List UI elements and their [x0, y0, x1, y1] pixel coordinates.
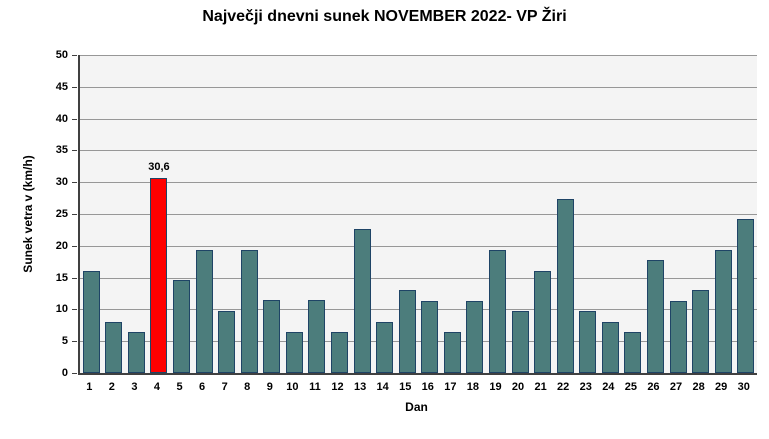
bar-day-30	[737, 219, 755, 373]
y-tick-mark-30	[72, 182, 77, 184]
x-tick-label-21: 21	[534, 381, 547, 393]
y-tick-label-5: 5	[61, 335, 68, 348]
bar-day-10	[285, 332, 303, 373]
x-tick-label-30: 30	[737, 381, 750, 393]
x-tick-label-14: 14	[376, 381, 389, 393]
gridline-y-25	[80, 214, 757, 215]
x-tick-label-18: 18	[466, 381, 480, 393]
bar-day-6	[195, 250, 213, 373]
bar-day-4	[150, 178, 168, 373]
bar-day-20	[511, 311, 529, 373]
bar-day-12	[331, 332, 349, 373]
x-tick-label-10: 10	[286, 381, 299, 393]
bar-day-9	[263, 299, 281, 373]
y-tick-label-0: 0	[61, 367, 68, 379]
bar-day-27	[669, 300, 687, 373]
x-tick-label-26: 26	[647, 381, 660, 393]
y-tick-label-50: 50	[55, 49, 68, 61]
data-label-day-4: 30,6	[148, 161, 170, 174]
y-tick-label-30: 30	[55, 176, 68, 189]
gridline-y-40	[80, 118, 757, 120]
y-tick-mark-0	[72, 373, 77, 374]
y-tick-label-40: 40	[55, 112, 68, 125]
y-tick-mark-15	[72, 277, 77, 279]
bar-day-29	[714, 249, 732, 373]
bar-day-14	[376, 322, 394, 373]
bar-day-3	[127, 332, 145, 373]
bar-day-22	[556, 198, 574, 373]
chart-title: Največji dnevni sunek NOVEMBER 2022- VP …	[202, 8, 567, 25]
x-tick-label-9: 9	[266, 381, 273, 393]
gridline-y-10	[80, 309, 757, 311]
x-tick-label-3: 3	[131, 381, 138, 393]
y-tick-label-25: 25	[55, 208, 68, 220]
x-tick-label-11: 11	[309, 381, 321, 393]
x-tick-label-13: 13	[353, 381, 367, 393]
gridline-y-50	[80, 55, 757, 56]
bar-day-11	[308, 299, 326, 373]
x-tick-label-19: 19	[489, 381, 502, 393]
x-tick-label-20: 20	[511, 381, 525, 393]
y-tick-mark-25	[72, 214, 77, 215]
bar-day-8	[240, 250, 258, 373]
bar-day-1	[82, 270, 100, 373]
x-axis-title: Dan	[405, 400, 428, 414]
bar-day-25	[624, 332, 642, 373]
x-tick-label-1: 1	[86, 381, 93, 393]
gridline-y-45	[80, 86, 757, 88]
gridline-y-20	[80, 245, 757, 247]
x-tick-label-29: 29	[715, 381, 728, 393]
x-tick-label-22: 22	[557, 381, 570, 393]
bar-day-16	[421, 300, 439, 373]
bar-day-28	[692, 290, 710, 373]
gridline-y-30	[80, 182, 757, 184]
y-tick-label-10: 10	[55, 303, 68, 316]
y-tick-mark-20	[72, 245, 77, 247]
bar-day-19	[488, 250, 506, 373]
bar-day-24	[601, 322, 619, 373]
x-tick-label-2: 2	[108, 381, 115, 393]
bar-day-18	[466, 300, 484, 373]
x-tick-label-8: 8	[244, 381, 251, 393]
y-tick-mark-35	[72, 150, 77, 152]
x-tick-label-15: 15	[399, 381, 412, 393]
x-tick-label-12: 12	[331, 381, 344, 393]
x-tick-label-7: 7	[221, 381, 228, 393]
x-tick-label-28: 28	[692, 381, 705, 393]
y-tick-label-45: 45	[55, 80, 68, 93]
y-tick-mark-45	[72, 86, 77, 88]
bar-day-23	[579, 311, 597, 373]
x-tick-label-6: 6	[199, 381, 206, 393]
bar-day-2	[105, 322, 123, 373]
bar-day-5	[173, 280, 191, 373]
bar-day-13	[353, 229, 371, 373]
y-tick-label-35: 35	[55, 144, 68, 157]
y-tick-label-20: 20	[55, 239, 68, 252]
bar-day-21	[534, 270, 552, 373]
bar-day-15	[398, 290, 416, 373]
x-tick-label-23: 23	[579, 381, 592, 393]
y-tick-label-15: 15	[55, 271, 68, 284]
gridline-y-15	[80, 277, 757, 279]
bar-day-7	[218, 310, 236, 373]
x-tick-label-25: 25	[624, 381, 637, 393]
plot-area: 30,6	[78, 55, 757, 375]
y-tick-mark-50	[72, 55, 77, 56]
y-tick-mark-5	[72, 341, 77, 343]
x-tick-label-17: 17	[444, 381, 457, 393]
x-tick-label-16: 16	[421, 381, 434, 393]
x-tick-label-5: 5	[176, 381, 183, 393]
x-tick-label-27: 27	[669, 381, 683, 393]
y-tick-mark-10	[72, 309, 77, 311]
gridline-y-35	[80, 150, 757, 152]
x-tick-label-24: 24	[602, 381, 615, 393]
x-tick-label-4: 4	[153, 381, 161, 393]
y-tick-mark-40	[72, 118, 77, 120]
gridline-y-5	[80, 341, 757, 343]
bar-day-26	[646, 259, 664, 373]
bar-day-17	[443, 332, 461, 373]
